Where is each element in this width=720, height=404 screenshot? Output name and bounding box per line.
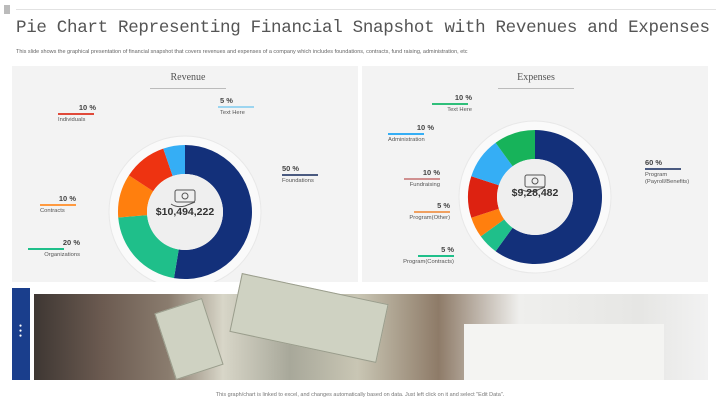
legend-administration: 10 % Administration bbox=[388, 123, 434, 143]
expenses-donut bbox=[458, 120, 612, 274]
money-gear-icon bbox=[520, 174, 546, 193]
footer-note: This graph/chart is linked to excel, and… bbox=[215, 392, 505, 398]
slice-foundations[interactable] bbox=[173, 145, 252, 279]
legend-text-here: 10 % Text Here bbox=[432, 94, 472, 114]
revenue-total: $10,494,222 bbox=[155, 206, 215, 218]
slice-text-here[interactable] bbox=[495, 130, 535, 167]
dollar-bills-image bbox=[229, 273, 389, 363]
donut-center bbox=[147, 174, 223, 250]
legend-contracts: 10 % Contracts bbox=[40, 194, 76, 214]
page-title: Pie Chart Representing Financial Snapsho… bbox=[16, 18, 710, 38]
legend-fundraising: 10 % Fundraising bbox=[398, 169, 440, 189]
expenses-total: $9,28,482 bbox=[511, 187, 559, 199]
banner-accent-bar bbox=[12, 288, 30, 380]
expenses-title: Expenses bbox=[517, 72, 555, 83]
legend-program-contracts: 5 % Program(Contracts) bbox=[403, 245, 454, 265]
page-subtitle: This slide shows the graphical presentat… bbox=[16, 49, 468, 55]
legend-organizations: 20 % Organizations bbox=[28, 239, 80, 259]
donut-center bbox=[497, 159, 573, 235]
dots-icon: ● ● ● bbox=[18, 323, 23, 339]
expenses-panel: Expenses $9,28,482 60 % Program (Payroll/… bbox=[362, 66, 708, 282]
legend-program-other: 5 % Program(Other) bbox=[409, 201, 450, 221]
legend-program-payroll: 60 % Program (Payroll/Benefits) bbox=[645, 158, 690, 185]
paper-image bbox=[464, 324, 664, 380]
legend-text-here: 5 % Text Here bbox=[218, 97, 254, 117]
slice-administration[interactable] bbox=[471, 142, 513, 186]
divider bbox=[150, 88, 226, 89]
revenue-donut bbox=[108, 135, 262, 282]
money-photo bbox=[34, 273, 708, 381]
money-hand-icon bbox=[170, 189, 196, 208]
slice-fundraising[interactable] bbox=[468, 176, 499, 218]
legend-individuals: 10 % Individuals bbox=[58, 103, 96, 123]
revenue-title: Revenue bbox=[170, 72, 206, 83]
slice-text-here[interactable] bbox=[163, 145, 185, 177]
slice-organizations[interactable] bbox=[118, 215, 179, 279]
dollar-bills-image bbox=[154, 297, 224, 381]
revenue-panel: Revenue $10,494,222 50 % Foundations 20 %… bbox=[12, 66, 358, 282]
slice-contracts[interactable] bbox=[117, 175, 154, 218]
slice-program-payroll-benefits-[interactable] bbox=[495, 130, 602, 264]
legend-foundations: 50 % Foundations bbox=[282, 165, 318, 185]
slice-program-other-[interactable] bbox=[471, 208, 505, 237]
slice-individuals[interactable] bbox=[128, 148, 173, 192]
divider bbox=[498, 88, 574, 89]
slice-program-contracts-[interactable] bbox=[480, 219, 513, 252]
divider bbox=[16, 9, 716, 10]
slide-corner-marker bbox=[4, 5, 10, 14]
